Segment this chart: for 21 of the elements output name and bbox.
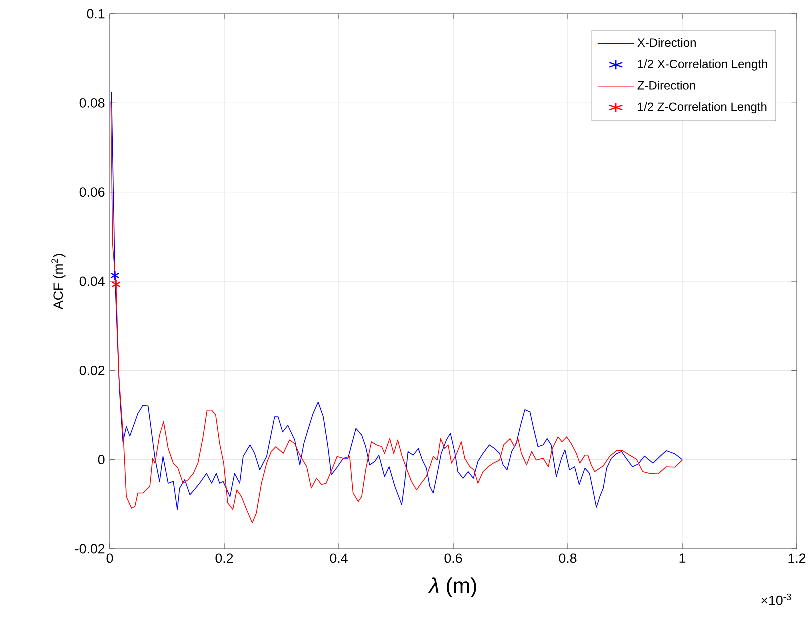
y-tick-label: 0.1	[87, 9, 105, 19]
y-tick-label: 0.08	[80, 98, 105, 108]
y-tick-label: -0.02	[75, 544, 105, 554]
x-tick-label: 1.2	[788, 554, 806, 564]
x-tick-label: 0.8	[559, 554, 577, 564]
text: ×10$^{-3}$	[762, 594, 792, 606]
x-tick-label: 0.6	[444, 554, 462, 564]
legend-label: Z-Direction	[638, 81, 696, 90]
y-tick-label: 0.06	[80, 188, 105, 198]
y-tick-label: 0.02	[80, 366, 105, 376]
legend-label: 1/2 X-Correlation Length	[638, 60, 768, 71]
x-axis-title: λ (m)	[428, 578, 476, 598]
x-tick-label: 1	[680, 554, 686, 563]
legend-label: X-Direction	[638, 38, 696, 48]
x-tick-label: 0	[106, 554, 114, 564]
x-tick-label: 0.4	[330, 554, 348, 564]
y-tick-label: 0	[98, 455, 105, 465]
y-tick-label: 0.04	[80, 276, 105, 286]
y-axis-title: ACF (m$^{2}$)	[52, 254, 66, 310]
x-tick-label: 0.2	[216, 554, 234, 564]
legend-label: 1/2 Z-Correlation Length	[638, 102, 767, 114]
